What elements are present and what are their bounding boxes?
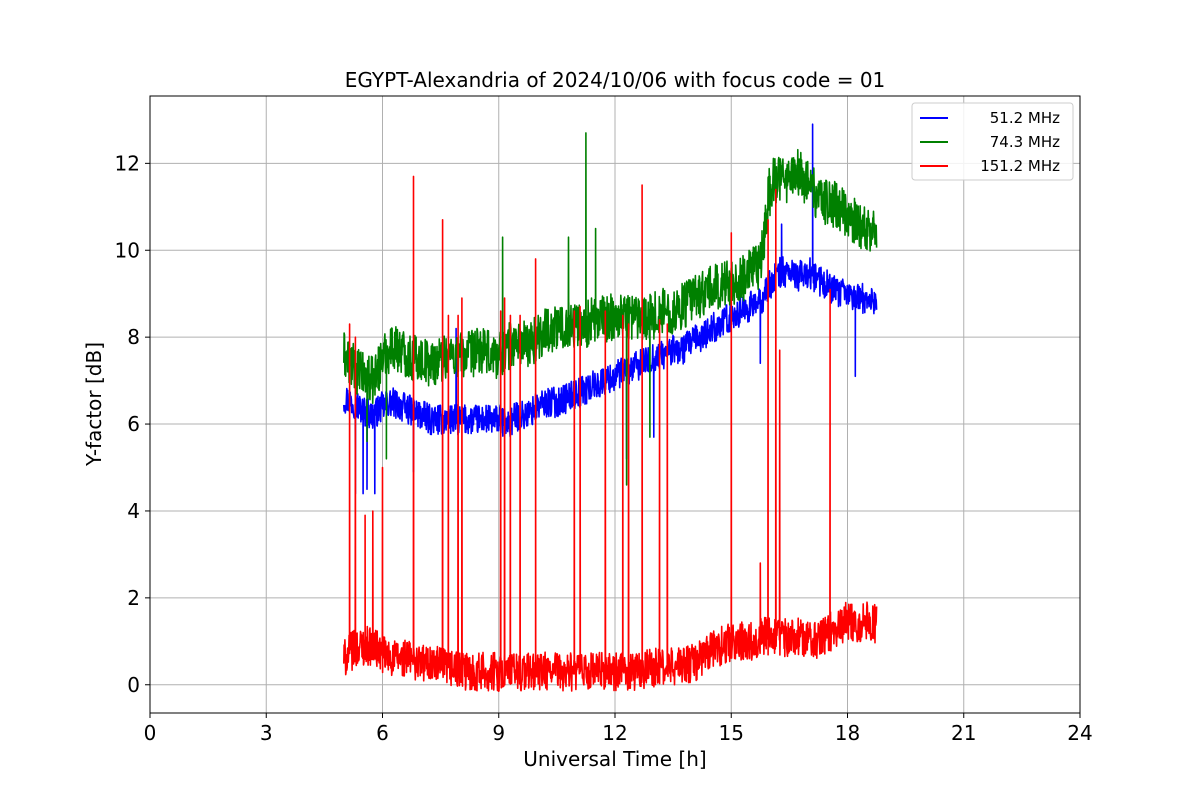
y-tick-label: 2	[127, 586, 140, 610]
x-tick-label: 24	[1067, 721, 1092, 745]
y-tick-label: 8	[127, 325, 140, 349]
y-tick-label: 6	[127, 412, 140, 436]
chart-title: EGYPT-Alexandria of 2024/10/06 with focu…	[345, 68, 886, 92]
series-line	[343, 132, 878, 486]
series-layer	[343, 123, 878, 692]
legend: 51.2 MHz 74.3 MHz 151.2 MHz	[911, 102, 1074, 181]
x-axis: 0 3 6 9 12 15 18 21 24	[144, 713, 1093, 745]
x-tick-label: 15	[719, 721, 744, 745]
y-axis: 0 2 4 6 8 10 12	[115, 151, 150, 697]
x-tick-label: 18	[835, 721, 860, 745]
series-line	[343, 175, 878, 692]
x-tick-label: 9	[492, 721, 505, 745]
x-tick-label: 0	[144, 721, 157, 745]
legend-box	[911, 102, 1074, 181]
x-tick-label: 12	[602, 721, 627, 745]
x-axis-label: Universal Time [h]	[523, 747, 706, 771]
x-tick-label: 21	[951, 721, 976, 745]
y-tick-label: 10	[115, 238, 140, 262]
grid	[149, 96, 1081, 713]
x-tick-label: 6	[376, 721, 389, 745]
legend-label: 151.2 MHz	[980, 157, 1060, 175]
y-tick-label: 12	[115, 151, 140, 175]
y-axis-label: Y-factor [dB]	[82, 342, 106, 467]
y-tick-label: 0	[127, 673, 140, 697]
legend-label: 51.2 MHz	[990, 109, 1060, 127]
legend-label: 74.3 MHz	[990, 133, 1060, 151]
x-tick-label: 3	[260, 721, 273, 745]
y-tick-label: 4	[127, 499, 140, 523]
series-line	[343, 123, 878, 495]
